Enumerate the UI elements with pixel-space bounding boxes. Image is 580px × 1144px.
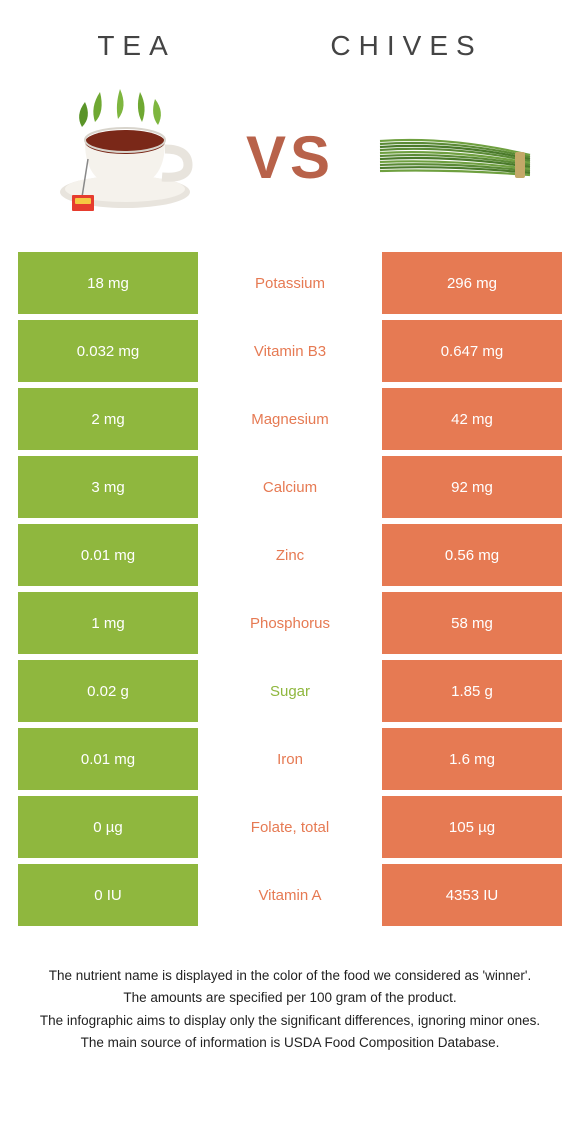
table-row: 0.032 mgVitamin B30.647 mg	[18, 320, 562, 382]
left-value: 0.01 mg	[18, 524, 198, 586]
right-value: 4353 IU	[382, 864, 562, 926]
table-row: 0 IUVitamin A4353 IU	[18, 864, 562, 926]
nutrient-label: Magnesium	[198, 388, 382, 450]
nutrient-label: Calcium	[198, 456, 382, 518]
right-value: 58 mg	[382, 592, 562, 654]
table-row: 0.02 gSugar1.85 g	[18, 660, 562, 722]
footer-line: The infographic aims to display only the…	[30, 1011, 550, 1031]
left-value: 3 mg	[18, 456, 198, 518]
vs-label: VS	[246, 123, 334, 192]
left-value: 2 mg	[18, 388, 198, 450]
header: TEA CHIVES	[0, 0, 580, 72]
table-row: 3 mgCalcium92 mg	[18, 456, 562, 518]
right-value: 296 mg	[382, 252, 562, 314]
nutrient-label: Phosphorus	[198, 592, 382, 654]
nutrient-label: Vitamin A	[198, 864, 382, 926]
left-value: 0.02 g	[18, 660, 198, 722]
table-row: 0.01 mgZinc0.56 mg	[18, 524, 562, 586]
table-row: 0 µgFolate, total105 µg	[18, 796, 562, 858]
footer-notes: The nutrient name is displayed in the co…	[0, 926, 580, 1075]
footer-line: The main source of information is USDA F…	[30, 1033, 550, 1053]
nutrient-label: Folate, total	[198, 796, 382, 858]
footer-line: The nutrient name is displayed in the co…	[30, 966, 550, 986]
nutrient-label: Sugar	[198, 660, 382, 722]
right-food-title: CHIVES	[330, 30, 482, 62]
right-value: 1.6 mg	[382, 728, 562, 790]
table-row: 0.01 mgIron1.6 mg	[18, 728, 562, 790]
right-value: 0.56 mg	[382, 524, 562, 586]
tea-image	[35, 82, 215, 232]
nutrient-table: 18 mgPotassium296 mg0.032 mgVitamin B30.…	[18, 252, 562, 926]
nutrient-label: Vitamin B3	[198, 320, 382, 382]
nutrient-label: Zinc	[198, 524, 382, 586]
left-value: 0 IU	[18, 864, 198, 926]
table-row: 2 mgMagnesium42 mg	[18, 388, 562, 450]
left-value: 0 µg	[18, 796, 198, 858]
right-value: 42 mg	[382, 388, 562, 450]
right-value: 105 µg	[382, 796, 562, 858]
left-value: 0.032 mg	[18, 320, 198, 382]
right-value: 1.85 g	[382, 660, 562, 722]
right-value: 92 mg	[382, 456, 562, 518]
table-row: 1 mgPhosphorus58 mg	[18, 592, 562, 654]
table-row: 18 mgPotassium296 mg	[18, 252, 562, 314]
left-value: 1 mg	[18, 592, 198, 654]
images-row: VS	[0, 72, 580, 252]
left-food-title: TEA	[97, 30, 175, 62]
left-value: 18 mg	[18, 252, 198, 314]
right-value: 0.647 mg	[382, 320, 562, 382]
left-value: 0.01 mg	[18, 728, 198, 790]
nutrient-label: Iron	[198, 728, 382, 790]
nutrient-label: Potassium	[198, 252, 382, 314]
footer-line: The amounts are specified per 100 gram o…	[30, 988, 550, 1008]
chives-image	[365, 82, 545, 232]
